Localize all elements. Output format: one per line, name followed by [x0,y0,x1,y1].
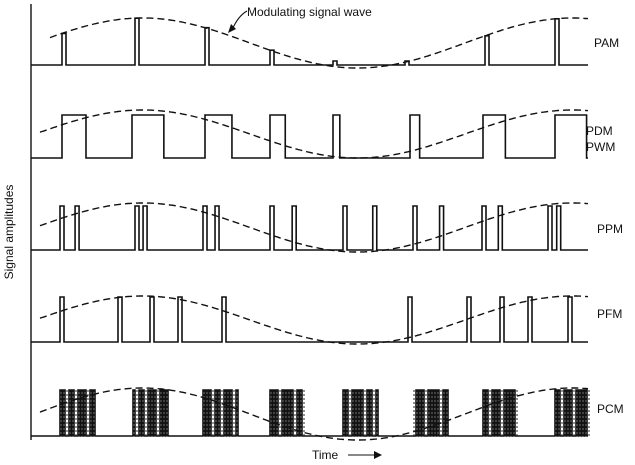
pam-row [31,17,589,69]
row-label-pdm: PDM [586,124,613,138]
pfm-pulse-train [31,296,588,343]
time-arrow-head [374,451,382,459]
ppm-row [31,202,589,253]
annotation-arrowhead [228,24,236,33]
pdm-pwm-row [31,109,589,159]
row-label-ppm: PPM [597,222,623,236]
pfm-row [31,295,589,345]
pcm-row [31,387,590,441]
ppm-pulse-train [31,205,588,251]
pam-pulse-train [31,17,588,66]
row-label-pam: PAM [594,36,619,50]
row-label-pcm: PCM [597,402,624,416]
pfm-modulating-wave [39,295,589,345]
row-label-pfm: PFM [597,307,622,321]
pam-modulating-wave [49,17,589,69]
pwm-pulse-train [31,114,588,159]
annotation-arrow [231,10,248,31]
pcm-modulating-wave [39,387,589,441]
row-label-pwm: PWM [586,140,615,154]
y-axis-label: Signal amplitudes [2,185,16,280]
pwm-modulating-wave [39,109,589,159]
time-axis-label: Time [312,448,339,462]
modulating-signal-annotation: Modulating signal wave [247,5,372,19]
pcm-pulse-train [31,389,588,437]
ppm-modulating-wave [39,202,589,253]
